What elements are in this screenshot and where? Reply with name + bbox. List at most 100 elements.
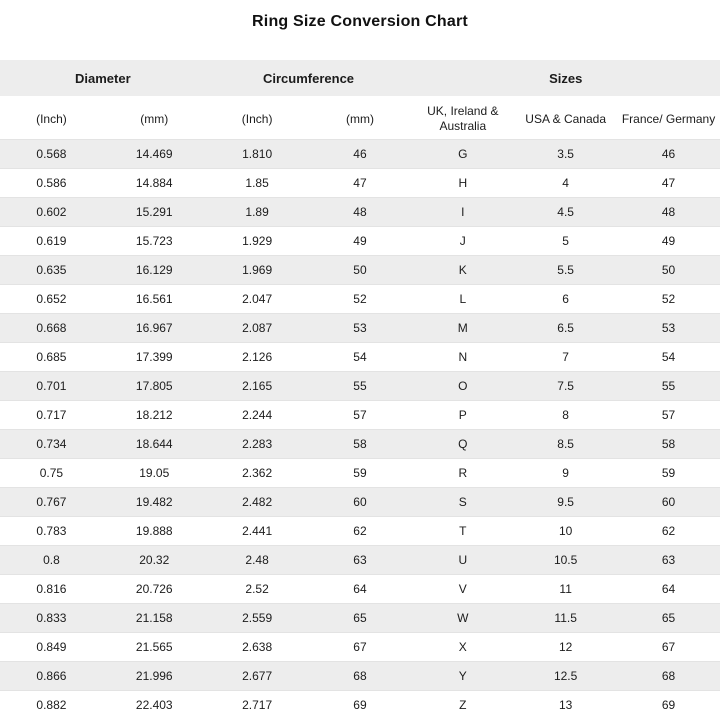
table-row: 0.652 16.561 2.047 52 L 6 52	[0, 284, 720, 314]
table-cell: 1.89	[205, 197, 309, 227]
table-cell: 17.399	[102, 342, 206, 372]
table-cell: 58	[617, 429, 720, 459]
table-cell: 50	[308, 255, 412, 285]
table-cell: 0.717	[0, 400, 103, 430]
page-title: Ring Size Conversion Chart	[252, 13, 468, 30]
table-cell: 2.087	[205, 313, 309, 343]
table-cell: 46	[308, 139, 412, 169]
table-row: 0.685 17.399 2.126 54 N 7 54	[0, 342, 720, 372]
table-cell: 0.882	[0, 690, 103, 719]
table-cell: 12	[514, 632, 618, 662]
table-row: 0.882 22.403 2.717 69 Z 13 69	[0, 690, 720, 719]
table-row: 0.619 15.723 1.929 49 J 5 49	[0, 226, 720, 256]
table-cell: 3.5	[514, 139, 618, 169]
table-cell: 21.565	[102, 632, 206, 662]
table-cell: H	[411, 168, 515, 198]
table-row: 0.75 19.05 2.362 59 R 9 59	[0, 458, 720, 488]
table-row: 0.717 18.212 2.244 57 P 8 57	[0, 400, 720, 430]
table-cell: 16.967	[102, 313, 206, 343]
table-cell: 47	[308, 168, 412, 198]
table-cell: 63	[617, 545, 720, 575]
table-cell: 68	[308, 661, 412, 691]
table-cell: 0.602	[0, 197, 103, 227]
table-cell: 52	[617, 284, 720, 314]
column-header-circumference-inch: (Inch)	[205, 97, 309, 140]
table-cell: T	[411, 516, 515, 546]
table-cell: X	[411, 632, 515, 662]
table-cell: 0.701	[0, 371, 103, 401]
group-header-sizes: Sizes	[411, 60, 720, 99]
table-cell: 54	[308, 342, 412, 372]
table-row: 0.734 18.644 2.283 58 Q 8.5 58	[0, 429, 720, 459]
column-header-diameter-mm: (mm)	[102, 97, 206, 140]
table-cell: 14.884	[102, 168, 206, 198]
table-cell: 58	[308, 429, 412, 459]
table-row: 0.783 19.888 2.441 62 T 10 62	[0, 516, 720, 546]
table-cell: 62	[617, 516, 720, 546]
table-cell: 55	[308, 371, 412, 401]
table-cell: 48	[617, 197, 720, 227]
table-row: 0.602 15.291 1.89 48 I 4.5 48	[0, 197, 720, 227]
table-cell: 18.212	[102, 400, 206, 430]
table-row: 0.8 20.32 2.48 63 U 10.5 63	[0, 545, 720, 575]
table-header: Diameter Circumference Sizes (Inch) (mm)…	[0, 60, 720, 140]
table-cell: 2.677	[205, 661, 309, 691]
table-cell: 64	[308, 574, 412, 604]
table-cell: 2.441	[205, 516, 309, 546]
table-cell: 0.75	[0, 458, 103, 488]
table-cell: 68	[617, 661, 720, 691]
table-cell: 18.644	[102, 429, 206, 459]
table-cell: Y	[411, 661, 515, 691]
table-cell: 60	[308, 487, 412, 517]
table-cell: W	[411, 603, 515, 633]
table-cell: 2.165	[205, 371, 309, 401]
table-cell: R	[411, 458, 515, 488]
table-cell: 53	[617, 313, 720, 343]
table-cell: 4.5	[514, 197, 618, 227]
table-row: 0.586 14.884 1.85 47 H 4 47	[0, 168, 720, 198]
table-cell: 16.561	[102, 284, 206, 314]
group-header-row: Diameter Circumference Sizes	[0, 60, 720, 99]
table-cell: 11	[514, 574, 618, 604]
table-cell: 0.833	[0, 603, 103, 633]
table-cell: 1.929	[205, 226, 309, 256]
table-cell: 2.482	[205, 487, 309, 517]
table-cell: 69	[308, 690, 412, 719]
table-row: 0.635 16.129 1.969 50 K 5.5 50	[0, 255, 720, 285]
table-cell: 0.8	[0, 545, 103, 575]
group-header-diameter: Diameter	[0, 60, 206, 99]
table-cell: O	[411, 371, 515, 401]
table-cell: 0.668	[0, 313, 103, 343]
table-cell: 10	[514, 516, 618, 546]
table-cell: 9	[514, 458, 618, 488]
table-cell: 69	[617, 690, 720, 719]
table-cell: 6.5	[514, 313, 618, 343]
table-cell: 19.888	[102, 516, 206, 546]
table-cell: 11.5	[514, 603, 618, 633]
table-cell: 57	[617, 400, 720, 430]
table-cell: 19.482	[102, 487, 206, 517]
table-row: 0.701 17.805 2.165 55 O 7.5 55	[0, 371, 720, 401]
table-row: 0.767 19.482 2.482 60 S 9.5 60	[0, 487, 720, 517]
column-header-circumference-mm: (mm)	[308, 97, 412, 140]
table-cell: 0.816	[0, 574, 103, 604]
table-cell: 2.362	[205, 458, 309, 488]
table-cell: 67	[308, 632, 412, 662]
table-cell: G	[411, 139, 515, 169]
table-cell: 10.5	[514, 545, 618, 575]
table-cell: 21.996	[102, 661, 206, 691]
table-cell: 0.849	[0, 632, 103, 662]
table-cell: 20.726	[102, 574, 206, 604]
table-cell: 17.805	[102, 371, 206, 401]
table-cell: 0.866	[0, 661, 103, 691]
table-cell: 54	[617, 342, 720, 372]
table-cell: 59	[617, 458, 720, 488]
table-cell: 50	[617, 255, 720, 285]
table-cell: 2.717	[205, 690, 309, 719]
table-cell: S	[411, 487, 515, 517]
table-cell: V	[411, 574, 515, 604]
table-row: 0.568 14.469 1.810 46 G 3.5 46	[0, 139, 720, 169]
table-cell: 5.5	[514, 255, 618, 285]
column-header-france-germany: France/ Germany	[617, 97, 720, 140]
table-cell: 16.129	[102, 255, 206, 285]
